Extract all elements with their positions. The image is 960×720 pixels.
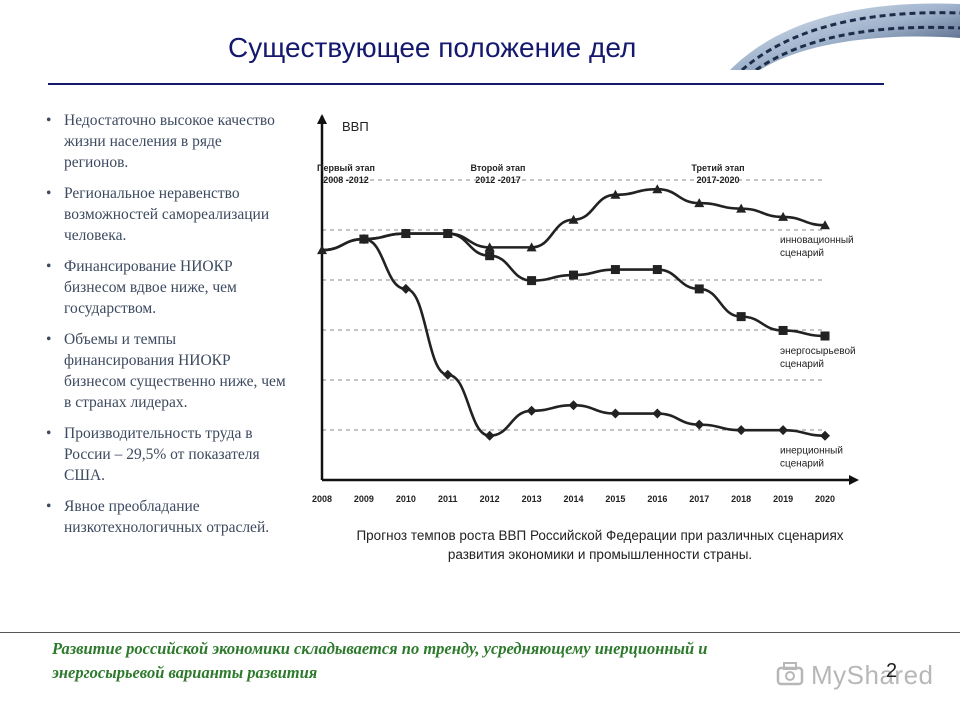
data-point-triangle <box>652 184 663 194</box>
bullet-dot-icon: • <box>46 331 52 348</box>
bullet-item: • Финансирование НИОКР бизнесом вдвое ниж… <box>46 256 286 319</box>
series-label: сценарий <box>780 248 824 259</box>
data-point-diamond <box>568 400 579 411</box>
bullet-text: Региональное неравенство возможностей са… <box>64 185 270 244</box>
data-point-square <box>527 276 537 286</box>
bullet-item: • Объемы и темпы финансирования НИОКР биз… <box>46 329 286 413</box>
data-point-diamond <box>736 425 747 436</box>
slide-title: Существующее положение дел <box>228 32 637 63</box>
x-tick-label: 2019 <box>773 494 793 504</box>
gdp-forecast-chart: ВВП 2008 2009 2010 2011 2012 2013 2014 2015 2016 2… <box>310 110 900 520</box>
data-point-diamond <box>484 430 495 441</box>
data-point-square <box>485 251 495 261</box>
series-label: инновационный <box>780 235 854 246</box>
bullet-list: • Недостаточно высокое качество жизни нас… <box>46 110 286 548</box>
bullet-dot-icon: • <box>46 425 52 442</box>
decorative-film-strip-graphic <box>720 0 960 70</box>
x-tick-label: 2011 <box>438 494 458 504</box>
x-tick-label: 2010 <box>396 494 416 504</box>
page-number: 2 <box>886 660 898 682</box>
x-axis-arrow <box>849 475 859 485</box>
stage-name-label: Первый этап <box>317 163 375 173</box>
x-tick-label: 2017 <box>689 494 709 504</box>
chart-svg: ВВП 2008 2009 2010 2011 2012 2013 2014 2015 2016 2… <box>312 114 859 504</box>
data-point-diamond <box>820 430 830 441</box>
x-tick-label: 2008 <box>312 494 332 504</box>
x-tick-label: 2012 <box>480 494 500 504</box>
footer-divider <box>0 632 960 633</box>
title-divider <box>48 83 884 85</box>
data-point-square <box>610 265 620 275</box>
data-point-triangle <box>484 242 495 252</box>
bullet-text: Явное преобладание низкотехнологичных от… <box>64 498 270 536</box>
stage-period-label: 2017-2020 <box>696 175 739 185</box>
data-point-diamond <box>358 234 369 245</box>
data-point-square <box>694 284 704 294</box>
data-point-triangle <box>820 220 830 230</box>
data-point-square <box>820 331 830 341</box>
data-point-square <box>401 229 411 239</box>
data-point-square <box>569 270 578 280</box>
projector-icon <box>776 662 804 686</box>
data-point-triangle <box>610 189 621 199</box>
x-tick-label: 2014 <box>563 494 583 504</box>
conclusion-text: Развитие российской экономики складывает… <box>52 639 708 682</box>
y-axis-label: ВВП <box>342 119 369 134</box>
data-point-diamond <box>778 425 789 436</box>
data-point-diamond <box>652 408 663 419</box>
watermark-text: MyShared <box>811 659 934 690</box>
bullet-dot-icon: • <box>46 498 52 515</box>
data-point-triangle <box>736 203 747 213</box>
series-label: инерционный <box>780 446 843 457</box>
data-point-triangle <box>778 211 789 221</box>
data-point-triangle <box>568 214 579 224</box>
bullet-dot-icon: • <box>46 112 52 129</box>
bullet-item: • Региональное неравенство возможностей с… <box>46 183 286 246</box>
x-tick-label: 2018 <box>731 494 751 504</box>
bullet-text: Объемы и темпы финансирования НИОКР бизн… <box>64 331 286 411</box>
bullet-item: • Производительность труда в России – 29,… <box>46 423 286 486</box>
x-tick-label: 2016 <box>647 494 667 504</box>
bullet-text: Недостаточно высокое качество жизни насе… <box>64 112 275 171</box>
watermark: MyShared <box>775 655 945 695</box>
series-label: сценарий <box>780 359 824 370</box>
bullet-item: • Явное преобладание низкотехнологичных о… <box>46 496 286 538</box>
bullet-text: Финансирование НИОКР бизнесом вдвое ниже… <box>64 258 237 317</box>
bullet-text: Производительность труда в России – 29,5… <box>64 425 260 484</box>
series-label: энергосырьевой <box>780 346 856 357</box>
stage-name-label: Третий этап <box>691 163 744 173</box>
data-point-triangle <box>526 242 537 252</box>
data-point-diamond <box>400 283 411 294</box>
data-point-triangle <box>694 198 705 208</box>
data-point-square <box>778 325 788 335</box>
y-axis-arrow <box>317 114 327 124</box>
data-point-square <box>652 265 662 275</box>
bullet-item: • Недостаточно высокое качество жизни нас… <box>46 110 286 173</box>
data-point-square <box>736 312 746 322</box>
bullet-dot-icon: • <box>46 185 52 202</box>
data-point-diamond <box>526 405 537 416</box>
stage-period-label: 2012 -2017 <box>475 175 521 185</box>
data-point-square <box>443 229 453 239</box>
data-point-diamond <box>610 408 621 419</box>
stage-period-label: 2008 -2012 <box>323 175 369 185</box>
series-label: сценарий <box>780 459 824 470</box>
bullet-dot-icon: • <box>46 258 52 275</box>
data-point-diamond <box>442 369 453 380</box>
chart-caption: Прогноз темпов роста ВВП Российской Феде… <box>356 528 844 562</box>
x-tick-label: 2020 <box>815 494 835 504</box>
stage-name-label: Второй этап <box>471 163 526 173</box>
x-tick-label: 2009 <box>354 494 374 504</box>
x-tick-label: 2013 <box>522 494 542 504</box>
data-point-diamond <box>694 419 705 430</box>
x-tick-label: 2015 <box>605 494 625 504</box>
